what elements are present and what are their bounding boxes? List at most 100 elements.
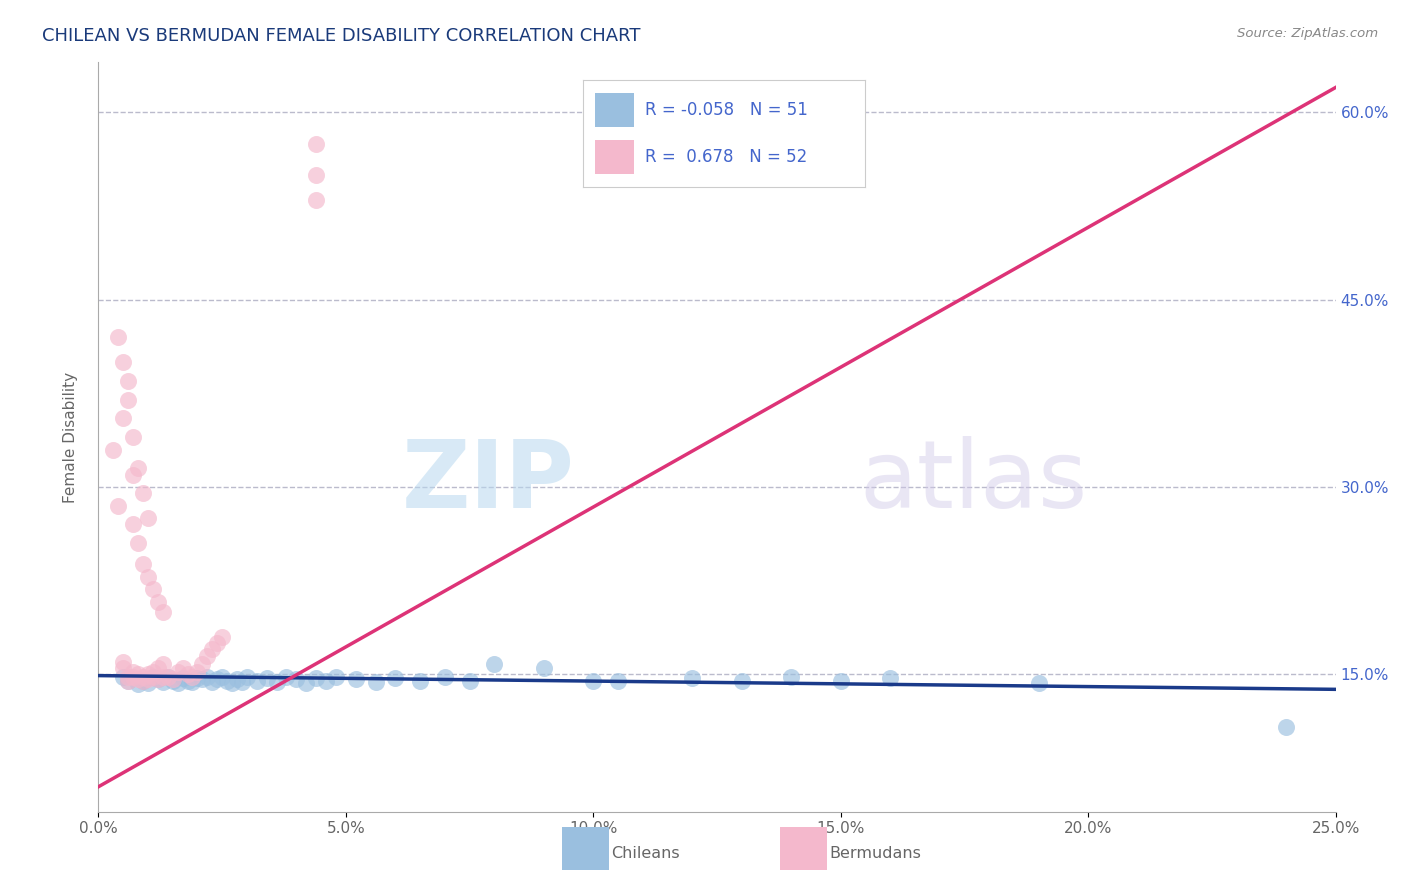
Point	[186, 665, 208, 679]
Point	[305, 671, 328, 685]
Point	[132, 558, 155, 572]
Point	[112, 661, 135, 675]
Text: R =  0.678   N = 52: R = 0.678 N = 52	[645, 148, 807, 166]
Point	[458, 673, 481, 688]
Point	[315, 673, 337, 688]
Text: R = -0.058   N = 51: R = -0.058 N = 51	[645, 102, 808, 120]
Point	[211, 670, 233, 684]
Point	[112, 670, 135, 684]
Point	[142, 582, 165, 597]
Point	[136, 676, 159, 690]
Point	[172, 661, 194, 675]
Point	[1028, 676, 1050, 690]
Point	[607, 673, 630, 688]
Point	[305, 136, 328, 151]
Point	[582, 673, 605, 688]
Text: atlas: atlas	[859, 436, 1088, 528]
Point	[364, 674, 387, 689]
Point	[295, 676, 318, 690]
Point	[211, 630, 233, 644]
Text: Source: ZipAtlas.com: Source: ZipAtlas.com	[1237, 27, 1378, 40]
Point	[142, 665, 165, 679]
Point	[305, 193, 328, 207]
Point	[127, 677, 149, 691]
Point	[136, 673, 159, 687]
Point	[181, 674, 204, 689]
Point	[681, 671, 703, 685]
Point	[276, 670, 298, 684]
Point	[181, 670, 204, 684]
Point	[152, 657, 174, 672]
Point	[256, 671, 278, 685]
Bar	[595, 93, 634, 128]
Point	[217, 673, 239, 688]
Point	[266, 674, 288, 689]
Point	[122, 517, 145, 532]
Point	[152, 674, 174, 689]
Point	[156, 670, 179, 684]
Point	[344, 673, 367, 687]
Point	[325, 670, 347, 684]
Point	[107, 499, 129, 513]
Point	[156, 670, 179, 684]
Point	[201, 674, 224, 689]
Point	[780, 670, 803, 684]
Point	[132, 670, 155, 684]
Point	[221, 676, 243, 690]
Point	[152, 670, 174, 684]
Point	[136, 570, 159, 584]
Bar	[595, 140, 634, 175]
Point	[122, 670, 145, 684]
Point	[132, 673, 155, 688]
Text: Bermudans: Bermudans	[830, 847, 921, 861]
Y-axis label: Female Disability: Female Disability	[63, 371, 77, 503]
Point	[166, 676, 188, 690]
Point	[191, 673, 214, 687]
Point	[236, 670, 259, 684]
Point	[146, 595, 169, 609]
Point	[117, 673, 139, 688]
Text: CHILEAN VS BERMUDAN FEMALE DISABILITY CORRELATION CHART: CHILEAN VS BERMUDAN FEMALE DISABILITY CO…	[42, 27, 641, 45]
Point	[142, 670, 165, 684]
Point	[112, 411, 135, 425]
Point	[107, 330, 129, 344]
Point	[205, 673, 228, 687]
Point	[146, 673, 169, 687]
Point	[117, 673, 139, 688]
Point	[112, 655, 135, 669]
Text: ZIP: ZIP	[402, 436, 575, 528]
Point	[132, 486, 155, 500]
Point	[205, 636, 228, 650]
Point	[127, 673, 149, 687]
Point	[136, 667, 159, 681]
Point	[146, 673, 169, 687]
Point	[122, 467, 145, 482]
Point	[201, 642, 224, 657]
Point	[226, 673, 249, 687]
Point	[136, 511, 159, 525]
Point	[830, 673, 852, 688]
Point	[305, 168, 328, 182]
Point	[117, 392, 139, 407]
Point	[166, 665, 188, 679]
Point	[132, 673, 155, 688]
Point	[162, 673, 184, 688]
Point	[142, 670, 165, 684]
Point	[1275, 720, 1298, 734]
Point	[879, 671, 901, 685]
Point	[195, 670, 218, 684]
Point	[176, 673, 198, 688]
Point	[176, 667, 198, 681]
Point	[191, 657, 214, 672]
Point	[127, 667, 149, 681]
Point	[484, 657, 506, 672]
Point	[152, 605, 174, 619]
Point	[122, 430, 145, 444]
Point	[186, 671, 208, 685]
Point	[112, 355, 135, 369]
Point	[162, 673, 184, 687]
Point	[122, 665, 145, 679]
Point	[117, 670, 139, 684]
Point	[384, 671, 406, 685]
Point	[246, 673, 269, 688]
